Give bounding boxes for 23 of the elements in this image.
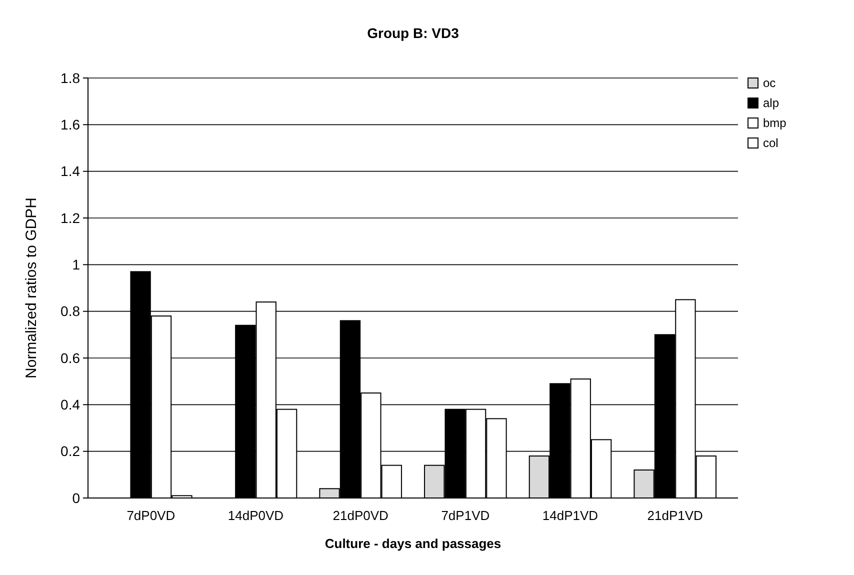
y-tick-label: 1.4 bbox=[60, 163, 80, 180]
x-axis-title: Culture - days and passages bbox=[324, 536, 502, 551]
y-tick-label: 1.2 bbox=[60, 210, 80, 226]
y-tick-label: 1.6 bbox=[60, 116, 80, 133]
y-tick-label: 0.6 bbox=[60, 350, 80, 366]
y-tick-label: 0.8 bbox=[60, 303, 80, 320]
x-tick-label: 14dP0VD bbox=[228, 508, 284, 523]
x-tick-label: 7dP1VD bbox=[441, 508, 490, 523]
y-tick-label: 1 bbox=[72, 256, 80, 273]
y-tick-label: 0 bbox=[72, 490, 80, 506]
chart-title: Group B: VD3 bbox=[367, 25, 460, 41]
y-tick-label: 0.4 bbox=[60, 396, 80, 413]
x-tick-label: 21dP0VD bbox=[332, 508, 388, 523]
x-tick-label: 21dP1VD bbox=[647, 508, 703, 523]
x-tick-label: 7dP0VD bbox=[126, 508, 176, 523]
legend-label: col bbox=[763, 136, 778, 150]
y-axis-title: Normalized ratios to GDPH bbox=[23, 198, 40, 378]
y-tick-label: 1.8 bbox=[60, 70, 80, 86]
legend-label: oc bbox=[763, 76, 776, 90]
legend-label: alp bbox=[763, 96, 780, 110]
x-tick-label: 14dP1VD bbox=[542, 508, 598, 523]
legend-label: bmp bbox=[763, 116, 787, 130]
y-tick-label: 0.2 bbox=[60, 443, 80, 460]
